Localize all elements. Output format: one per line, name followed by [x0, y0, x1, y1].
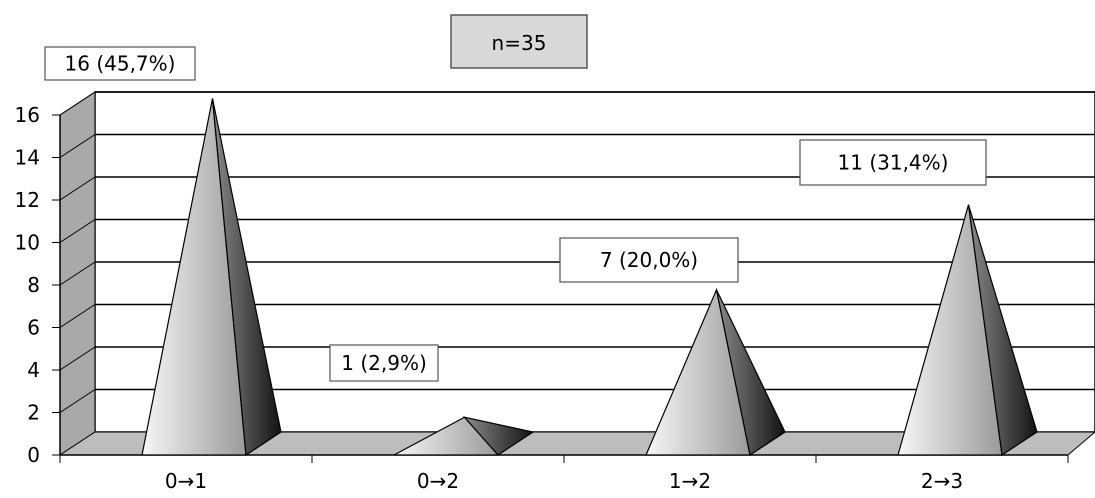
- y-tick-label: 6: [27, 316, 40, 340]
- data-label-box: 16 (45,7%): [44, 46, 196, 81]
- data-label: 16 (45,7%): [65, 52, 176, 76]
- gridline-side: [59, 91, 96, 116]
- data-label: 1 (2,9%): [341, 351, 427, 375]
- x-tick-label: 2→3: [921, 469, 963, 493]
- data-label-box: 1 (2,9%): [329, 344, 439, 382]
- pyramid-face-side: [715, 289, 786, 456]
- chart-title-box: n=35: [450, 14, 588, 69]
- gridline-side: [59, 346, 96, 371]
- y-tick-label: 12: [15, 188, 40, 212]
- pyramid-bar: [897, 204, 1038, 457]
- pyramid-bar: [141, 98, 282, 457]
- pyramid-bar: [645, 287, 786, 456]
- x-tick-label: 0→1: [165, 469, 207, 493]
- gridline-side: [59, 176, 96, 201]
- x-tick-label: 0→2: [417, 469, 459, 493]
- chart-title: n=35: [492, 31, 547, 55]
- data-label-box: 7 (20,0%): [559, 237, 739, 283]
- y-tick-label: 16: [15, 103, 40, 127]
- data-label: 7 (20,0%): [600, 248, 698, 272]
- data-label-box: 11 (31,4%): [799, 139, 987, 186]
- y-tick-label: 0: [27, 443, 40, 467]
- data-label: 11 (31,4%): [838, 151, 949, 175]
- pyramid-face-side: [462, 416, 535, 456]
- y-tick-label: 2: [27, 401, 40, 425]
- gridline-side: [59, 219, 96, 243]
- pyramid-face-side: [967, 204, 1038, 457]
- y-tick-label: 4: [27, 358, 40, 382]
- gridline-side: [59, 304, 96, 328]
- x-tick-label: 1→2: [669, 469, 711, 493]
- y-tick-label: 10: [15, 231, 40, 255]
- gridline-side: [59, 389, 96, 413]
- y-tick-label: 8: [27, 273, 40, 297]
- gridline-side: [59, 134, 96, 158]
- pyramid-face-side: [211, 98, 282, 457]
- gridline-side: [59, 261, 96, 286]
- y-tick-label: 14: [15, 146, 40, 170]
- pyramid-bar: [393, 416, 535, 456]
